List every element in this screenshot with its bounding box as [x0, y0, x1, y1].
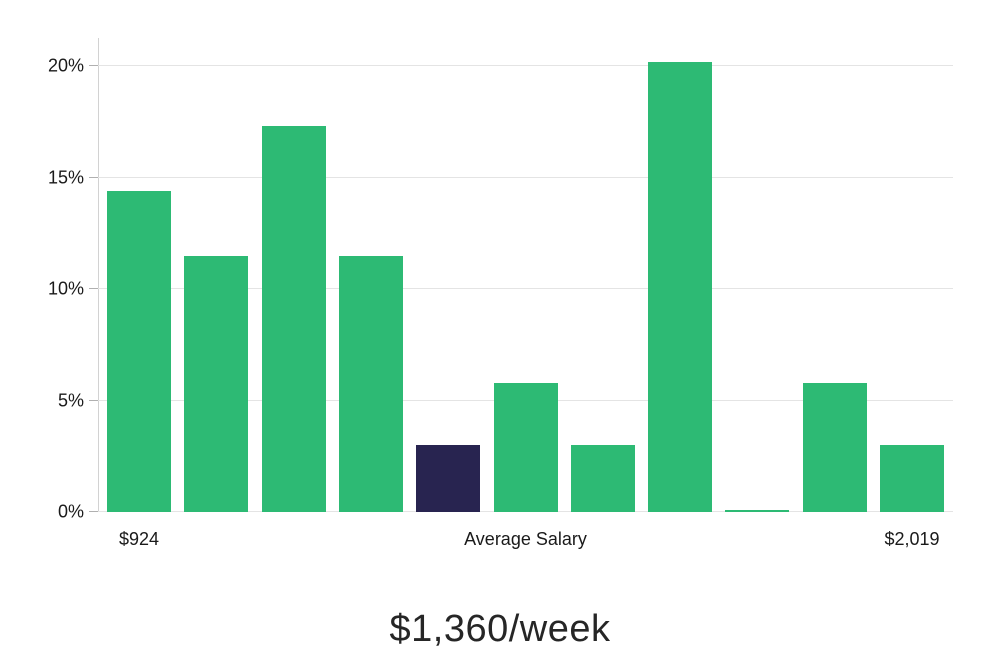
histogram-bar-average[interactable]	[416, 445, 481, 512]
average-salary-label: Average Salary	[464, 529, 587, 549]
histogram-bar[interactable]	[570, 445, 635, 512]
y-axis-tick-label: 15%	[47, 167, 84, 187]
y-axis-tick-label: 10%	[47, 278, 84, 299]
histogram-bar[interactable]	[338, 255, 403, 512]
histogram-bar[interactable]	[261, 126, 326, 512]
histogram-bar[interactable]	[493, 382, 558, 512]
max-salary-label: $2,019	[884, 529, 940, 549]
y-axis-tick	[89, 176, 98, 178]
y-axis-tick	[89, 288, 98, 289]
histogram-bar[interactable]	[725, 509, 790, 512]
min-salary-label: $924	[118, 529, 160, 549]
y-axis-tick	[89, 511, 98, 512]
plot-area	[98, 38, 953, 512]
histogram-bar[interactable]	[802, 382, 867, 512]
histogram-bar[interactable]	[880, 445, 944, 512]
histogram-bar[interactable]	[107, 190, 171, 512]
chart-title: $1,360/week	[389, 608, 611, 650]
y-axis-tick-label: 0%	[57, 501, 84, 522]
y-axis-tick-label: 5%	[57, 390, 84, 410]
gridline	[98, 65, 953, 66]
gridline	[98, 288, 953, 289]
gridline	[98, 176, 953, 178]
histogram-bar[interactable]	[184, 255, 249, 512]
y-axis-tick	[89, 65, 98, 66]
y-axis-labels: 0% 5% 10% 15% 20%	[0, 38, 84, 522]
x-axis-labels: $924 Average Salary $2,019	[98, 524, 953, 556]
y-axis-tick-label: 20%	[47, 55, 84, 76]
histogram-bar[interactable]	[648, 61, 713, 512]
y-axis-tick	[89, 399, 98, 401]
y-axis-line	[98, 38, 99, 512]
